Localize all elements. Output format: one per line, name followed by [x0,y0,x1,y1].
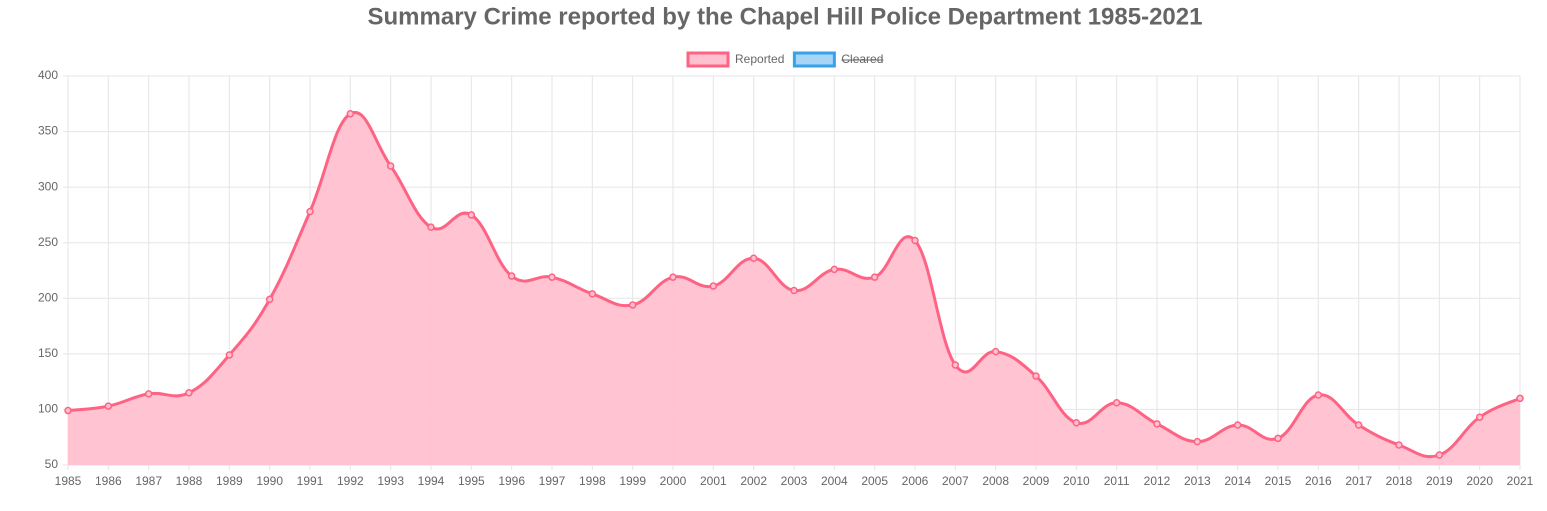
point [669,273,677,281]
x-tick-label: 2020 [1466,474,1493,488]
x-tick-label: 2015 [1265,474,1292,488]
x-tick-label: 1986 [95,474,122,488]
point [991,347,1000,356]
x-tick-label: 2005 [861,474,888,488]
point [790,286,798,295]
point [1435,451,1444,459]
legend-swatch [686,51,730,68]
x-tick-label: 2016 [1305,474,1332,488]
x-tick-label: 2018 [1386,474,1413,488]
y-tick-label: 200 [38,290,58,304]
x-tick-label: 2008 [982,474,1009,488]
point [548,273,556,281]
legend-item[interactable]: Cleared [792,51,884,68]
x-tick-label: 2003 [781,474,808,488]
x-tick-label: 2002 [740,474,767,488]
point [628,301,637,309]
x-tick-label: 2001 [700,474,727,488]
legend-label: Cleared [841,52,883,66]
point [911,236,919,245]
x-tick-label: 2012 [1144,474,1171,488]
point [104,402,113,410]
x-tick-label: 1993 [377,474,404,488]
point [1233,421,1242,429]
x-tick-label: 1992 [337,474,364,488]
point [1516,394,1524,403]
x-tick-label: 1994 [418,474,445,488]
x-tick-label: 2009 [1023,474,1050,488]
point [1112,399,1121,407]
x-tick-label: 1995 [458,474,485,488]
x-tick-label: 2006 [902,474,929,488]
y-tick-label: 100 [38,402,58,416]
y-tick-label: 50 [45,457,59,471]
point [709,282,718,290]
x-tick-label: 1988 [176,474,203,488]
point [1032,372,1040,380]
x-tick-label: 1999 [619,474,646,488]
point [507,272,516,280]
x-tick-label: 1997 [539,474,566,488]
point [1395,441,1403,449]
point [1153,420,1161,428]
x-tick-label: 2019 [1426,474,1453,488]
legend-label: Reported [735,52,784,66]
y-tick-label: 300 [38,179,58,193]
legend-item[interactable]: Reported [686,51,784,68]
y-tick-label: 400 [38,68,58,82]
x-tick-label: 2013 [1184,474,1211,488]
x-tick-label: 1989 [216,474,243,488]
point [64,406,72,415]
x-tick-label: 1990 [256,474,283,488]
area [68,112,1520,465]
x-tick-label: 2021 [1507,474,1534,488]
x-tick-label: 1985 [55,474,82,488]
point [749,254,758,263]
point [185,389,193,397]
point [427,223,435,231]
x-tick-label: 2010 [1063,474,1090,488]
point [1193,437,1202,446]
point [1475,413,1484,421]
point [144,390,153,398]
point [1072,419,1081,427]
point [830,265,839,274]
x-tick-label: 2014 [1224,474,1251,488]
chart-title: Summary Crime reported by the Chapel Hil… [368,3,1203,30]
point [386,162,395,170]
x-tick-label: 2004 [821,474,848,488]
y-tick-label: 150 [38,346,58,360]
point [225,351,234,359]
point [870,273,879,281]
x-tick-label: 2017 [1345,474,1372,488]
y-tick-label: 350 [38,124,58,138]
point [1274,434,1282,443]
point [1354,421,1363,429]
point [588,290,597,298]
point [265,295,274,304]
x-tick-label: 1991 [297,474,324,488]
point [467,211,476,219]
x-tick-label: 2000 [660,474,687,488]
point [1314,391,1323,399]
point [951,361,960,369]
point [306,207,314,216]
y-tick-label: 250 [38,235,58,249]
x-tick-label: 2007 [942,474,969,488]
x-tick-label: 1998 [579,474,606,488]
x-tick-label: 1987 [135,474,162,488]
point [346,110,355,118]
x-tick-label: 1996 [498,474,525,488]
x-tick-label: 2011 [1104,474,1130,488]
legend-swatch [792,51,836,68]
